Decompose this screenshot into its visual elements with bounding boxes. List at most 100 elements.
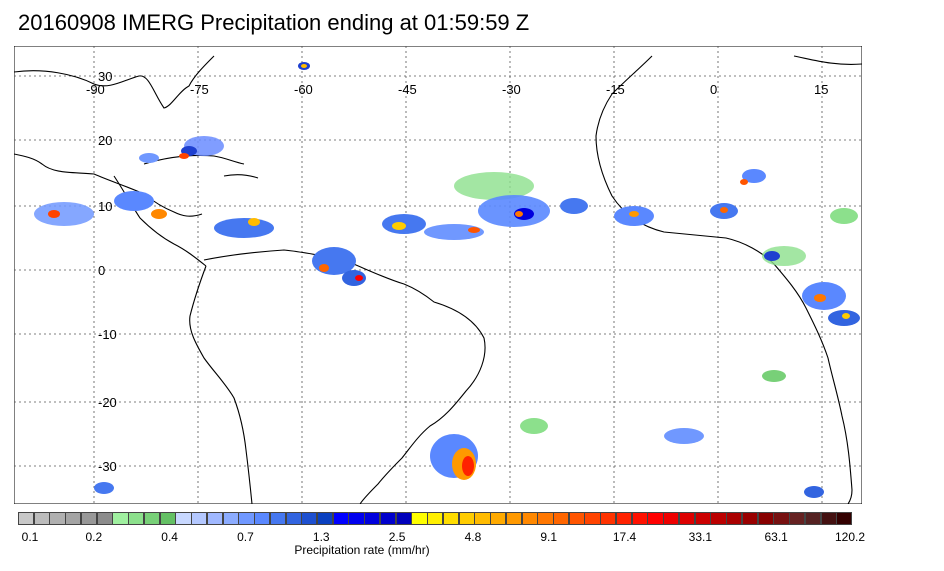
colorbar-swatch bbox=[159, 512, 176, 525]
colorbar-tick-label: 1.3 bbox=[312, 530, 330, 544]
colorbar-swatch bbox=[600, 512, 617, 525]
colorbar-swatch bbox=[395, 512, 412, 525]
colorbar-swatch bbox=[647, 512, 664, 525]
colorbar-tick-label: 63.1 bbox=[764, 530, 788, 544]
coastline-europe bbox=[793, 55, 862, 65]
longitude-tick-label: -30 bbox=[502, 82, 521, 97]
colorbar-swatch bbox=[348, 512, 365, 525]
map-frame bbox=[14, 46, 862, 504]
latitude-tick-label: -20 bbox=[98, 395, 117, 410]
colorbar-tick-label: 17.4 bbox=[612, 530, 637, 544]
rain-cluster-amazon bbox=[312, 247, 366, 286]
colorbar-swatch bbox=[553, 512, 570, 525]
colorbar bbox=[18, 512, 853, 525]
colorbar-swatch bbox=[379, 512, 397, 525]
colorbar-tick-label: 2.5 bbox=[388, 530, 406, 544]
rain-cluster-south-atlantic bbox=[94, 208, 858, 498]
rain-cluster-caribbean bbox=[139, 62, 310, 163]
graticule bbox=[14, 46, 862, 504]
latitude-tick-label: -10 bbox=[98, 327, 117, 342]
coastline-gulf bbox=[14, 153, 203, 217]
longitude-tick-label: 0 bbox=[710, 82, 717, 97]
colorbar-swatch bbox=[789, 512, 806, 525]
longitude-tick-label: -60 bbox=[294, 82, 313, 97]
colorbar-swatch bbox=[112, 512, 129, 525]
colorbar-swatch bbox=[474, 512, 491, 525]
colorbar-swatch bbox=[458, 512, 475, 525]
colorbar-tick-label: 0.2 bbox=[85, 530, 103, 544]
coastline-south-america-west bbox=[189, 265, 253, 504]
colorbar-tick-label: 120.2 bbox=[834, 530, 866, 544]
coastline-hispaniola bbox=[223, 174, 259, 179]
colorbar-swatch bbox=[301, 512, 318, 525]
rain-cluster-itcz bbox=[382, 169, 766, 240]
colorbar-swatch bbox=[175, 512, 192, 525]
coastline-africa-west bbox=[595, 55, 853, 504]
colorbar-swatch bbox=[584, 512, 601, 525]
colorbar-tick-label: 9.1 bbox=[540, 530, 558, 544]
colorbar-swatch bbox=[285, 512, 302, 525]
latitude-tick-label: -30 bbox=[98, 459, 117, 474]
colorbar-swatch bbox=[490, 512, 507, 525]
colorbar-swatch bbox=[18, 512, 35, 525]
colorbar-swatch bbox=[773, 512, 790, 525]
colorbar-swatch bbox=[694, 512, 711, 525]
longitude-tick-label: -15 bbox=[606, 82, 625, 97]
rain-cluster-central-america bbox=[34, 191, 274, 238]
longitude-tick-label: -90 bbox=[86, 82, 105, 97]
colorbar-swatch bbox=[364, 512, 381, 525]
colorbar-swatch bbox=[521, 512, 538, 525]
longitude-tick-label: -75 bbox=[190, 82, 209, 97]
colorbar-swatch bbox=[615, 512, 633, 525]
colorbar-tick-label: 4.8 bbox=[464, 530, 482, 544]
colorbar-swatch bbox=[206, 512, 224, 525]
colorbar-swatch bbox=[222, 512, 239, 525]
colorbar-swatch bbox=[269, 512, 286, 525]
precipitation-map: -90 -75 -60 -45 -30 -15 0 15 30 20 10 0 -10 -20 -30 bbox=[14, 46, 862, 504]
longitude-tick-label: -45 bbox=[398, 82, 417, 97]
colorbar-swatch bbox=[332, 512, 349, 525]
longitude-labels: -90 -75 -60 -45 -30 -15 0 15 bbox=[86, 82, 828, 97]
colorbar-swatch bbox=[143, 512, 161, 525]
coastline-north-america bbox=[14, 55, 215, 109]
colorbar-tick-label: 0.1 bbox=[21, 530, 39, 544]
colorbar-swatch bbox=[96, 512, 113, 525]
colorbar-tick-label: 33.1 bbox=[688, 530, 713, 544]
colorbar-swatch bbox=[238, 512, 255, 525]
colorbar-swatch bbox=[726, 512, 743, 525]
rain-cluster-west-africa bbox=[762, 246, 860, 326]
colorbar-tick-label: 0.4 bbox=[161, 530, 178, 544]
latitude-tick-label: 30 bbox=[98, 69, 112, 84]
latitude-tick-label: 0 bbox=[98, 263, 105, 278]
colorbar-swatch bbox=[191, 512, 208, 525]
coastline-cuba bbox=[143, 154, 245, 165]
colorbar-swatch bbox=[316, 512, 334, 525]
latitude-tick-label: 20 bbox=[98, 133, 112, 148]
colorbar-swatch bbox=[678, 512, 696, 525]
colorbar-swatch bbox=[411, 512, 428, 525]
colorbar-swatch bbox=[710, 512, 727, 525]
colorbar-swatch bbox=[427, 512, 444, 525]
colorbar-swatch bbox=[254, 512, 271, 525]
colorbar-swatch bbox=[442, 512, 460, 525]
colorbar-swatch bbox=[631, 512, 648, 525]
colorbar-swatch bbox=[65, 512, 82, 525]
colorbar-label: Precipitation rate (mm/hr) bbox=[294, 543, 430, 557]
colorbar-swatch bbox=[741, 512, 759, 525]
longitude-tick-label: 15 bbox=[814, 82, 828, 97]
colorbar-swatch bbox=[820, 512, 837, 525]
colorbar-tick-label: 0.7 bbox=[237, 530, 254, 544]
latitude-tick-label: 10 bbox=[98, 199, 112, 214]
colorbar-swatch bbox=[537, 512, 554, 525]
colorbar-swatch bbox=[80, 512, 98, 525]
colorbar-swatch bbox=[663, 512, 680, 525]
colorbar-swatch bbox=[505, 512, 523, 525]
colorbar-swatch bbox=[757, 512, 774, 525]
colorbar-swatch bbox=[804, 512, 822, 525]
colorbar-swatch bbox=[33, 512, 50, 525]
precipitation-field bbox=[34, 62, 860, 498]
colorbar-swatch bbox=[568, 512, 585, 525]
latitude-labels: 30 20 10 0 -10 -20 -30 bbox=[98, 69, 117, 474]
coastlines bbox=[14, 55, 862, 504]
colorbar-swatch bbox=[836, 512, 853, 525]
